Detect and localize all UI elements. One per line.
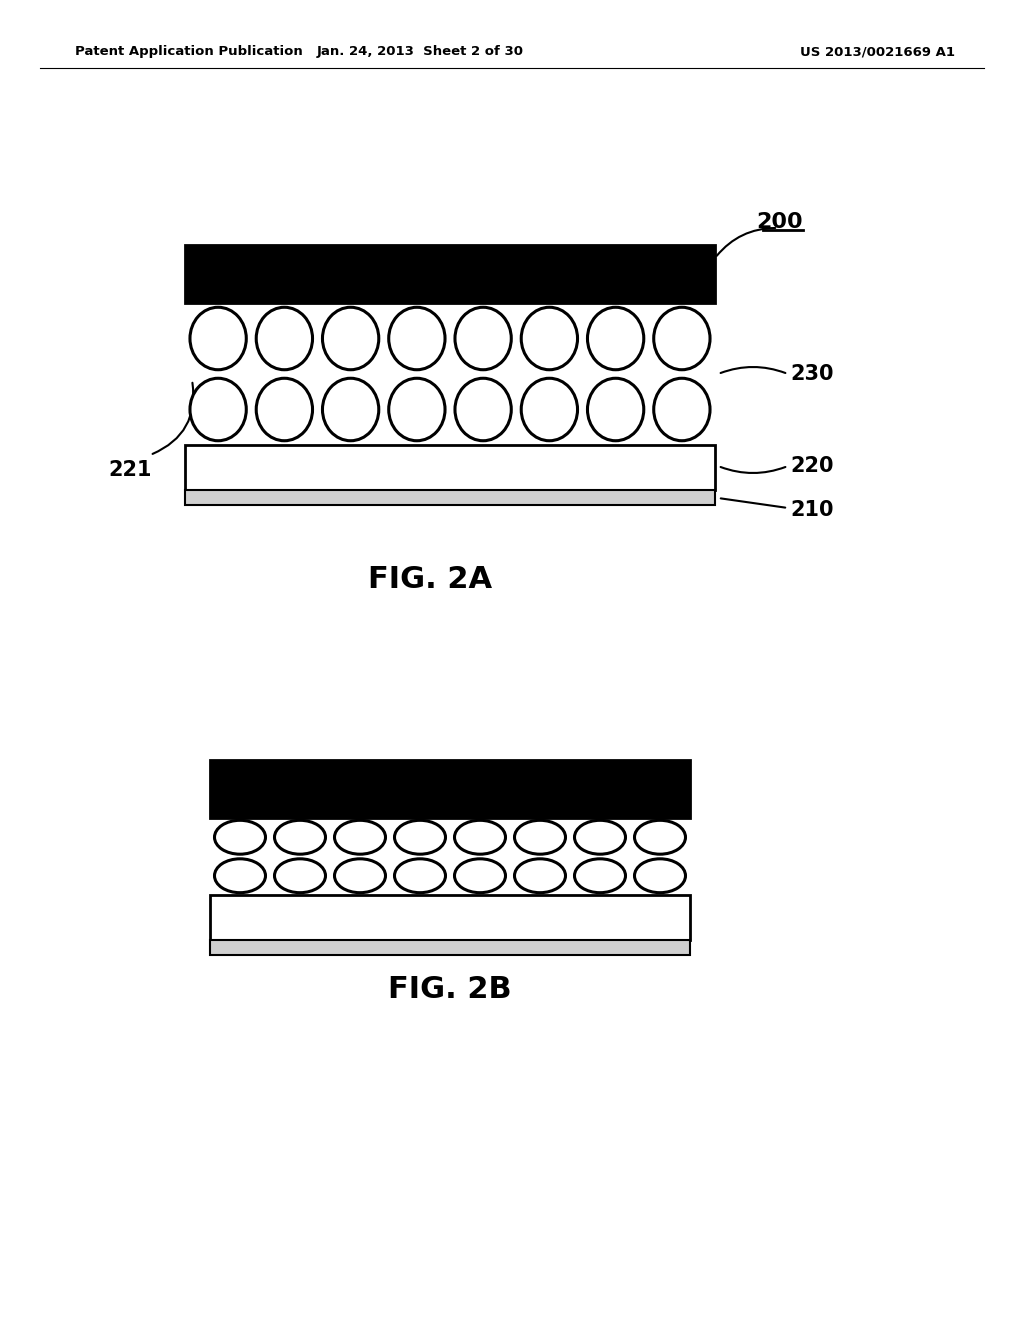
Text: Patent Application Publication: Patent Application Publication [75,45,303,58]
Text: 200: 200 [757,213,803,232]
Text: 221: 221 [108,459,152,480]
Text: US 2013/0021669 A1: US 2013/0021669 A1 [800,45,955,58]
Ellipse shape [455,820,506,854]
Ellipse shape [574,859,626,892]
Text: 230: 230 [790,364,834,384]
Ellipse shape [190,379,247,441]
Ellipse shape [588,308,644,370]
Ellipse shape [256,308,312,370]
Ellipse shape [214,820,265,854]
Text: 220: 220 [790,455,834,477]
Ellipse shape [455,859,506,892]
Ellipse shape [389,308,445,370]
Ellipse shape [455,379,511,441]
Ellipse shape [635,859,685,892]
Ellipse shape [335,859,385,892]
Ellipse shape [274,820,326,854]
Text: 210: 210 [790,500,834,520]
Bar [210,940,690,954]
Ellipse shape [653,379,710,441]
Ellipse shape [521,379,578,441]
Ellipse shape [394,859,445,892]
Ellipse shape [514,859,565,892]
Ellipse shape [256,379,312,441]
Bar [185,490,715,506]
Ellipse shape [323,379,379,441]
Ellipse shape [389,379,445,441]
Ellipse shape [323,308,379,370]
Ellipse shape [455,308,511,370]
Ellipse shape [574,820,626,854]
Ellipse shape [335,820,385,854]
Text: FIG. 2B: FIG. 2B [388,975,512,1005]
Ellipse shape [588,379,644,441]
Bar [210,760,690,818]
Bar [210,895,690,940]
Bar [185,445,715,490]
Ellipse shape [274,859,326,892]
Ellipse shape [514,820,565,854]
Text: FIG. 2A: FIG. 2A [368,565,493,594]
Ellipse shape [190,308,247,370]
Ellipse shape [653,308,710,370]
Ellipse shape [521,308,578,370]
Ellipse shape [635,820,685,854]
Bar [185,246,715,304]
Text: Jan. 24, 2013  Sheet 2 of 30: Jan. 24, 2013 Sheet 2 of 30 [316,45,523,58]
Ellipse shape [214,859,265,892]
Ellipse shape [394,820,445,854]
